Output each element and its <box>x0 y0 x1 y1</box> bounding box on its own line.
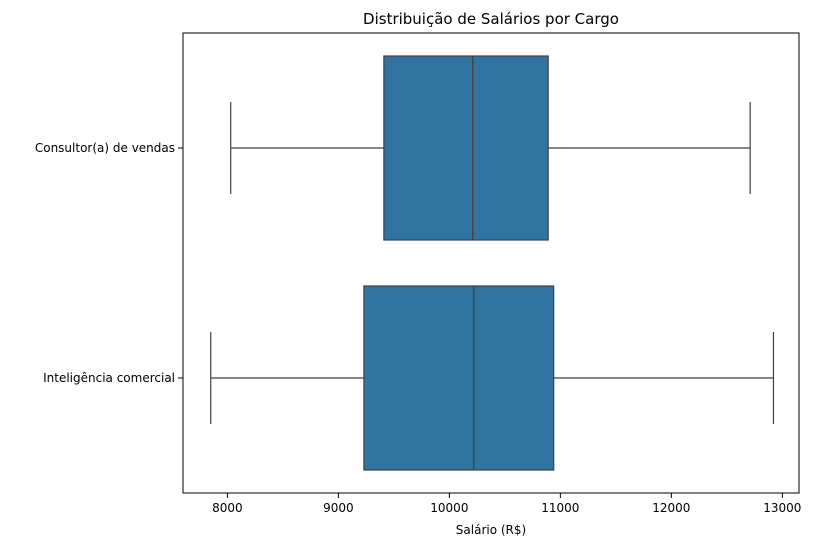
x-tick-label: 13000 <box>763 501 801 515</box>
x-tick-label: 10000 <box>430 501 468 515</box>
x-tick-label: 9000 <box>323 501 354 515</box>
x-tick-label: 11000 <box>541 501 579 515</box>
iqr-box <box>383 55 549 241</box>
x-tick-label: 12000 <box>652 501 690 515</box>
plot-area <box>210 55 775 471</box>
plot-frame <box>182 32 800 494</box>
x-axis-label: Salário (R$) <box>456 523 526 537</box>
y-axis: Consultor(a) de vendas Inteligência comer… <box>35 141 183 385</box>
y-tick-label: Consultor(a) de vendas <box>35 141 175 155</box>
y-tick-label: Inteligência comercial <box>43 371 175 385</box>
chart-title: Distribuição de Salários por Cargo <box>363 10 619 28</box>
box-group <box>230 55 751 241</box>
x-tick-label: 8000 <box>212 501 243 515</box>
box-group <box>210 285 775 471</box>
iqr-box <box>363 285 555 471</box>
x-axis: 8000 9000 10000 11000 12000 13000 <box>212 493 801 515</box>
